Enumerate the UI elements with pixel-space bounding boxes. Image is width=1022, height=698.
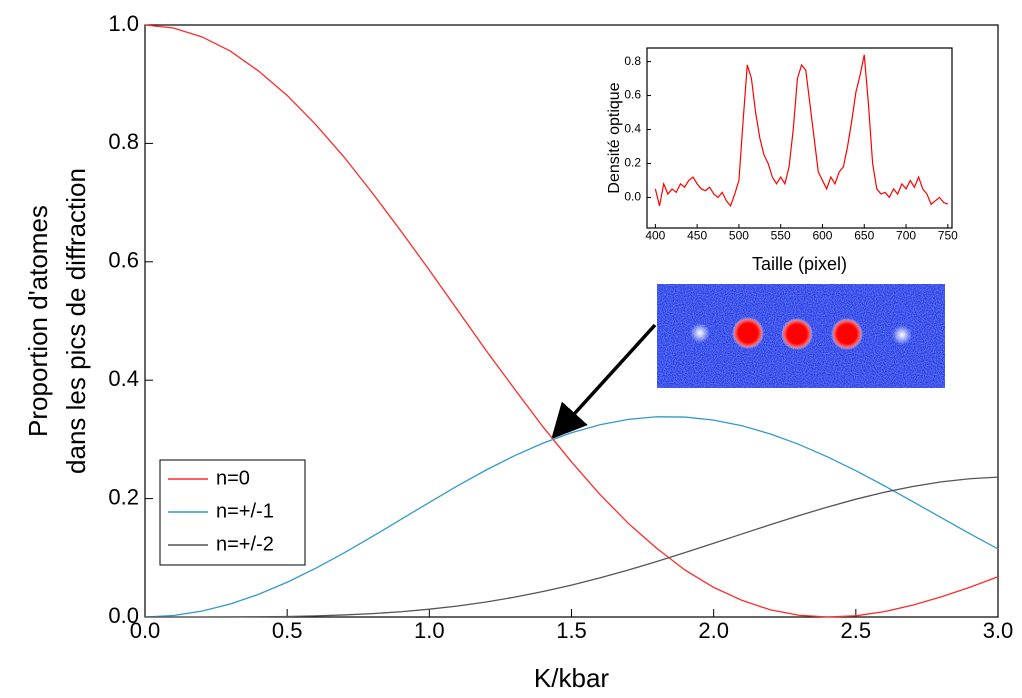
y-tick-label: 0.0 (108, 603, 139, 628)
x-tick-label: 600 (812, 229, 832, 243)
x-tick-label: 1.5 (556, 618, 587, 643)
x-tick-label: 3.0 (983, 618, 1014, 643)
y-tick-label: 0.4 (624, 122, 641, 136)
x-tick-label: 700 (896, 229, 916, 243)
y-tick-label: 0.0 (624, 190, 641, 204)
x-tick-label: 2.5 (841, 618, 872, 643)
data-line (144, 416, 999, 618)
y-axis-title: Densité optique (606, 82, 623, 193)
plot-frame (646, 47, 953, 229)
y-tick-label: 0.2 (108, 484, 139, 509)
x-axis-title: Taille (pixel) (752, 254, 847, 274)
x-tick-label: 650 (854, 229, 874, 243)
y-tick-label: 0.2 (624, 156, 641, 170)
x-tick-label: 550 (771, 229, 791, 243)
x-tick-label: 750 (938, 229, 958, 243)
absorption-image (657, 284, 945, 388)
x-tick-label: 400 (645, 229, 665, 243)
x-tick-label: 2.0 (698, 618, 729, 643)
x-tick-label: 500 (729, 229, 749, 243)
y-axis-title: dans les pics de diffraction (61, 168, 91, 474)
diffraction-spot (781, 318, 813, 350)
data-line (144, 24, 999, 618)
x-tick-label: 1.0 (414, 618, 445, 643)
data-line (145, 476, 999, 618)
y-tick-label: 0.6 (108, 248, 139, 273)
data-line (654, 54, 949, 208)
y-tick-label: 0.6 (624, 88, 641, 102)
x-axis-title: K/kbar (534, 663, 609, 693)
x-tick-label: 450 (687, 229, 707, 243)
x-tick-label: 0.5 (272, 618, 303, 643)
diffraction-spot (831, 318, 863, 350)
legend-label: n=0 (216, 467, 250, 489)
legend-label: n=+/-2 (216, 533, 274, 555)
y-tick-label: 0.8 (108, 129, 139, 154)
legend-label: n=+/-1 (216, 500, 274, 522)
x-tick-label: 0.0 (130, 618, 161, 643)
y-tick-label: 0.8 (624, 54, 641, 68)
diffraction-spot (690, 323, 710, 343)
diffraction-spot (892, 325, 912, 345)
y-tick-label: 1.0 (108, 11, 139, 36)
y-tick-label: 0.4 (108, 366, 139, 391)
arrow (551, 323, 657, 440)
y-axis-title: Proportion d'atomes (23, 205, 53, 437)
diffraction-spot (732, 317, 764, 349)
